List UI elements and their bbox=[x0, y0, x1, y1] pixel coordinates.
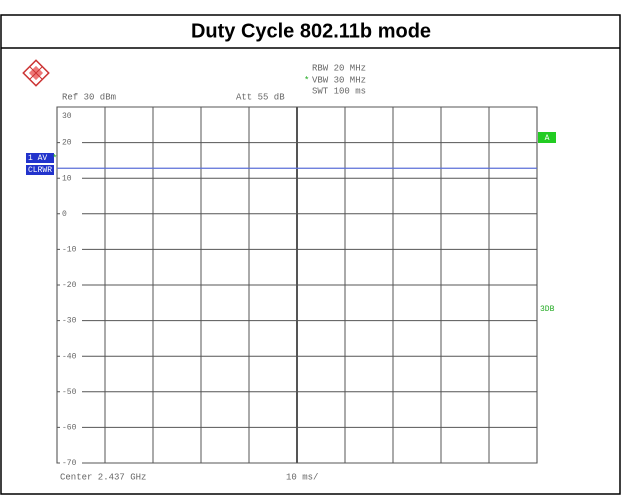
tick-label-bg bbox=[60, 351, 82, 362]
rbw: RBW 20 MHz bbox=[312, 63, 366, 73]
vbw: VBW 30 MHz bbox=[312, 75, 366, 85]
tick-label-bg bbox=[60, 422, 82, 433]
tick-label-bg bbox=[60, 137, 82, 148]
tick-label-bg bbox=[60, 386, 82, 397]
y-tick-label: 0 bbox=[62, 210, 67, 219]
trace-star: * bbox=[52, 153, 57, 163]
tick-label-bg bbox=[60, 315, 82, 326]
x-label-center: 10 ms/ bbox=[286, 472, 318, 482]
x-label-left: Center 2.437 GHz bbox=[60, 472, 146, 482]
y-tick-label: -50 bbox=[62, 388, 77, 397]
tick-label-bg bbox=[60, 280, 82, 290]
y-tick-label: -70 bbox=[62, 459, 77, 468]
ref-level: Ref 30 dBm bbox=[62, 92, 116, 102]
tick-label-bg bbox=[60, 244, 82, 255]
y-tick-label: 20 bbox=[62, 139, 72, 148]
y-tick-label: -60 bbox=[62, 424, 77, 433]
attenuation: Att 55 dB bbox=[236, 92, 285, 102]
title: Duty Cycle 802.11b mode bbox=[191, 20, 431, 42]
swt: SWT 100 ms bbox=[312, 86, 366, 96]
vbw-star: * bbox=[304, 75, 309, 85]
trace-label-box bbox=[26, 153, 54, 163]
y-tick-label: -30 bbox=[62, 317, 77, 326]
y-tick-label: 30 bbox=[62, 112, 72, 121]
frame bbox=[0, 14, 621, 495]
tick-label-bg bbox=[60, 208, 82, 219]
tick-label-bg bbox=[60, 173, 82, 184]
side-label: 3DB bbox=[540, 305, 555, 314]
y-tick-label: 10 bbox=[62, 174, 72, 183]
logo bbox=[22, 59, 50, 87]
trace-label-box bbox=[26, 165, 54, 175]
y-tick-label: -40 bbox=[62, 352, 77, 361]
side-label-box bbox=[538, 132, 556, 143]
trace-label: CLRWR bbox=[28, 166, 52, 175]
tick-label-bg bbox=[60, 458, 82, 468]
side-label: A bbox=[545, 134, 550, 143]
trace-label: 1 AV bbox=[28, 154, 47, 163]
y-tick-label: -20 bbox=[62, 281, 77, 290]
y-tick-label: -10 bbox=[62, 246, 77, 255]
